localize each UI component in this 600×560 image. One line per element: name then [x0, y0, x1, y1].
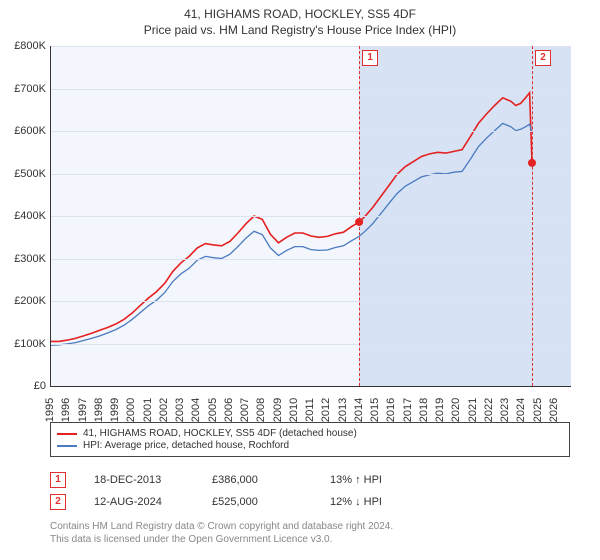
x-tick-label: 2019: [434, 395, 446, 425]
x-tick-label: 2015: [369, 395, 381, 425]
gridline: [51, 216, 571, 217]
x-tick-label: 2014: [353, 395, 365, 425]
event-price: £525,000: [212, 496, 302, 508]
y-tick-label: £200K: [2, 295, 46, 307]
x-tick-label: 2012: [320, 395, 332, 425]
x-tick-label: 2020: [450, 395, 462, 425]
event-delta: 13% ↑ HPI: [330, 474, 420, 486]
plot-area: 12: [50, 46, 571, 387]
x-tick-label: 2021: [467, 395, 479, 425]
event-marker-badge: 1: [362, 50, 378, 66]
title-line-2: Price paid vs. HM Land Registry's House …: [0, 22, 600, 38]
event-row: 1 18-DEC-2013 £386,000 13% ↑ HPI: [50, 472, 570, 488]
footer-line-2: This data is licensed under the Open Gov…: [50, 533, 570, 546]
legend-label: 41, HIGHAMS ROAD, HOCKLEY, SS5 4DF (deta…: [83, 428, 357, 439]
y-tick-label: £600K: [2, 125, 46, 137]
x-tick-label: 1997: [77, 395, 89, 425]
y-tick-label: £400K: [2, 210, 46, 222]
y-tick-label: £800K: [2, 40, 46, 52]
x-tick-label: 2013: [337, 395, 349, 425]
x-tick-label: 2002: [158, 395, 170, 425]
gridline: [51, 259, 571, 260]
x-tick-label: 2009: [272, 395, 284, 425]
event-badge: 1: [50, 472, 66, 488]
event-date: 12-AUG-2024: [94, 496, 184, 508]
x-tick-label: 2004: [190, 395, 202, 425]
event-marker-badge: 2: [535, 50, 551, 66]
x-tick-label: 2022: [483, 395, 495, 425]
event-marker-line: [359, 46, 360, 386]
x-tick-label: 2010: [288, 395, 300, 425]
x-tick-label: 2011: [304, 395, 316, 425]
legend-row: HPI: Average price, detached house, Roch…: [57, 440, 563, 451]
x-tick-label: 2008: [255, 395, 267, 425]
y-tick-label: £300K: [2, 253, 46, 265]
event-delta: 12% ↓ HPI: [330, 496, 420, 508]
x-tick-label: 2006: [223, 395, 235, 425]
x-tick-label: 2001: [142, 395, 154, 425]
x-tick-label: 2026: [548, 395, 560, 425]
x-tick-label: 2000: [125, 395, 137, 425]
gridline: [51, 174, 571, 175]
event-badge: 2: [50, 494, 66, 510]
x-tick-label: 1995: [44, 395, 56, 425]
legend-swatch: [57, 433, 77, 435]
y-tick-label: £500K: [2, 168, 46, 180]
legend-label: HPI: Average price, detached house, Roch…: [83, 440, 289, 451]
gridline: [51, 46, 571, 47]
gridline: [51, 301, 571, 302]
title-line-1: 41, HIGHAMS ROAD, HOCKLEY, SS5 4DF: [0, 6, 600, 22]
event-price: £386,000: [212, 474, 302, 486]
titles: 41, HIGHAMS ROAD, HOCKLEY, SS5 4DF Price…: [0, 0, 600, 38]
x-tick-label: 2024: [515, 395, 527, 425]
legend-row: 41, HIGHAMS ROAD, HOCKLEY, SS5 4DF (deta…: [57, 428, 563, 439]
footer-line-1: Contains HM Land Registry data © Crown c…: [50, 520, 570, 533]
x-tick-label: 2017: [402, 395, 414, 425]
x-tick-label: 2018: [418, 395, 430, 425]
y-tick-label: £0: [2, 380, 46, 392]
x-tick-label: 1996: [60, 395, 72, 425]
x-tick-label: 2025: [532, 395, 544, 425]
events-table: 1 18-DEC-2013 £386,000 13% ↑ HPI 2 12-AUG-202…: [50, 466, 570, 516]
gridline: [51, 344, 571, 345]
x-tick-label: 2023: [499, 395, 511, 425]
event-row: 2 12-AUG-2024 £525,000 12% ↓ HPI: [50, 494, 570, 510]
event-date: 18-DEC-2013: [94, 474, 184, 486]
x-tick-label: 2003: [174, 395, 186, 425]
legend-swatch: [57, 445, 77, 447]
gridline: [51, 89, 571, 90]
gridline: [51, 131, 571, 132]
footer-attribution: Contains HM Land Registry data © Crown c…: [50, 520, 570, 546]
x-tick-label: 2016: [385, 395, 397, 425]
legend-box: 41, HIGHAMS ROAD, HOCKLEY, SS5 4DF (deta…: [50, 422, 570, 457]
y-tick-label: £700K: [2, 83, 46, 95]
x-tick-label: 2005: [207, 395, 219, 425]
x-tick-label: 1999: [109, 395, 121, 425]
x-tick-label: 1998: [93, 395, 105, 425]
y-tick-label: £100K: [2, 338, 46, 350]
chart-container: 41, HIGHAMS ROAD, HOCKLEY, SS5 4DF Price…: [0, 0, 600, 560]
event-marker-line: [532, 46, 533, 386]
x-tick-label: 2007: [239, 395, 251, 425]
